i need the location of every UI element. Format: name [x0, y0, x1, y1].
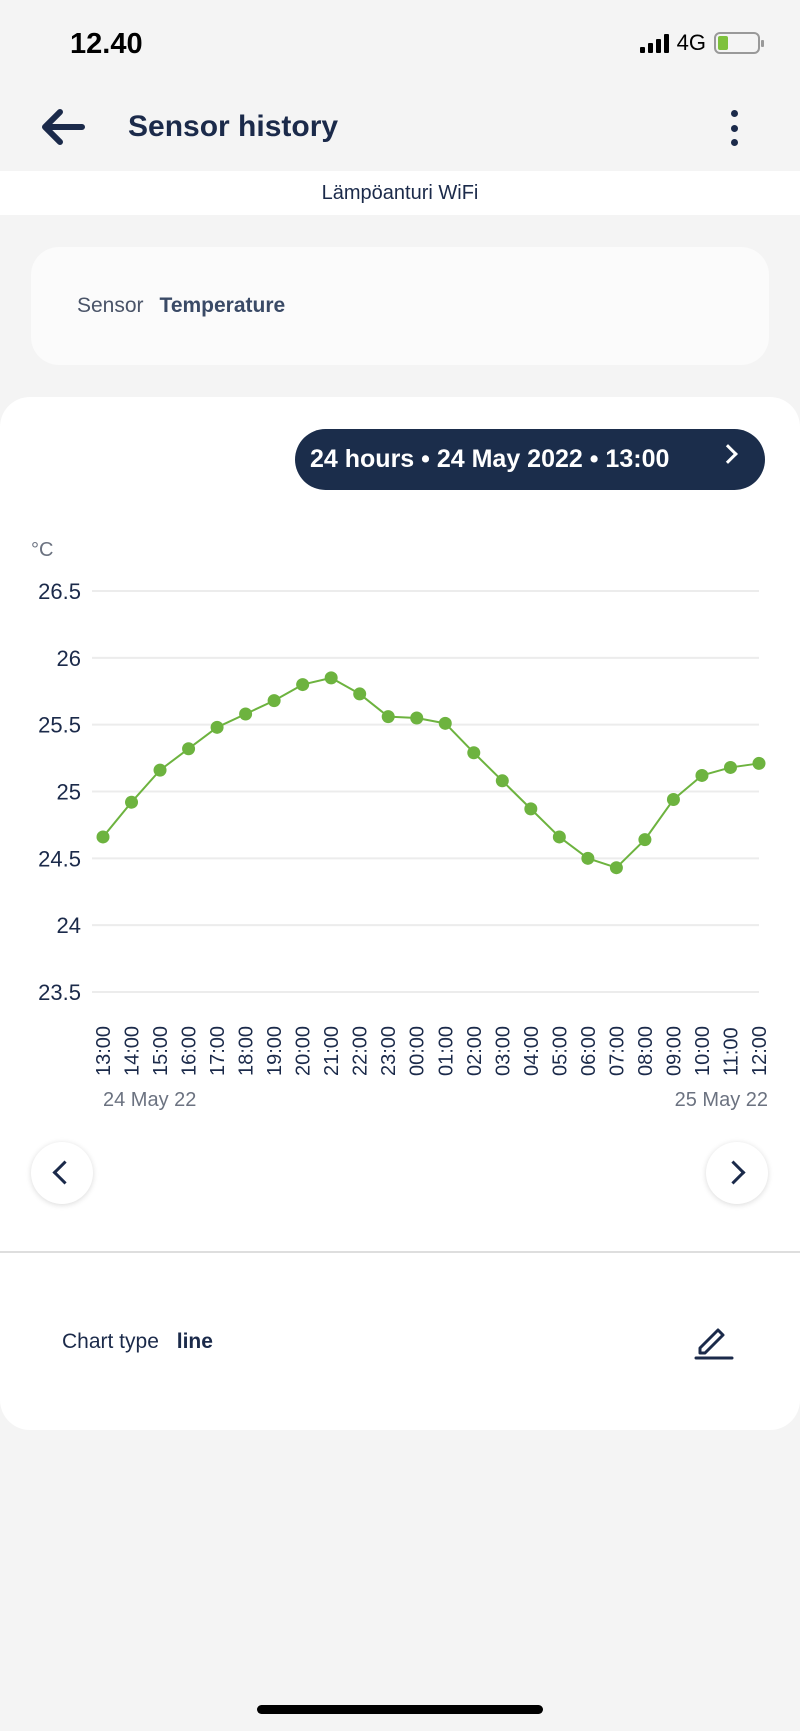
- time-range-label: 24 hours • 24 May 2022 • 13:00: [310, 445, 670, 473]
- more-vertical-icon[interactable]: [724, 110, 744, 146]
- data-point: [524, 802, 538, 816]
- arrow-left-icon[interactable]: [40, 108, 86, 146]
- x-tick-label: 11:00: [720, 1027, 742, 1076]
- signal-icon: [639, 33, 669, 53]
- data-point: [638, 833, 652, 847]
- data-point: [552, 830, 566, 844]
- page-title: Sensor history: [128, 110, 339, 143]
- x-tick-label: 18:00: [236, 1026, 258, 1076]
- x-tick-label: 04:00: [521, 1026, 543, 1076]
- data-point: [381, 710, 395, 724]
- data-point: [153, 763, 167, 777]
- chart-type-value: line: [176, 1330, 213, 1353]
- x-tick-label: 03:00: [492, 1026, 514, 1076]
- divider: [0, 1251, 800, 1253]
- chart-type-label: Chart type: [62, 1330, 159, 1353]
- previous-period-button[interactable]: [31, 1142, 93, 1204]
- x-tick-label: 22:00: [350, 1026, 372, 1076]
- data-point: [296, 678, 310, 692]
- home-indicator[interactable]: [257, 1705, 543, 1714]
- data-point: [495, 774, 509, 788]
- data-point: [752, 756, 766, 770]
- x-tick-label: 02:00: [464, 1026, 486, 1076]
- x-tick-label: 17:00: [207, 1026, 229, 1076]
- data-point: [695, 768, 709, 782]
- end-date-label: 25 May 22: [675, 1089, 768, 1111]
- data-point: [609, 861, 623, 875]
- x-tick-label: 21:00: [321, 1026, 343, 1076]
- sensor-label: Sensor: [77, 294, 144, 317]
- x-tick-label: 05:00: [549, 1026, 571, 1076]
- battery-icon: [714, 32, 764, 54]
- device-name: Lämpöanturi WiFi: [0, 171, 800, 215]
- data-point: [438, 716, 452, 730]
- x-tick-label: 16:00: [179, 1026, 201, 1076]
- series-line: [102, 676, 760, 869]
- y-tick-label: 23.5: [38, 980, 81, 1005]
- temperature-chart: °C 26.5 26 25.5 25 24.5 24 23.5 13:00 14:00 15:00 1…: [31, 539, 771, 1111]
- edit-pencil-icon[interactable]: [692, 1320, 736, 1360]
- x-tick-label: 19:00: [264, 1026, 286, 1076]
- x-tick-label: 09:00: [663, 1026, 685, 1076]
- x-tick-label: 15:00: [150, 1026, 172, 1076]
- data-point: [239, 707, 253, 721]
- y-tick-label: 25: [57, 780, 81, 805]
- x-tick-label: 14:00: [122, 1026, 144, 1076]
- x-tick-label: 10:00: [692, 1026, 714, 1076]
- sensor-selector[interactable]: Sensor Temperature: [31, 247, 769, 365]
- next-period-button[interactable]: [706, 1142, 768, 1204]
- start-date-label: 24 May 22: [103, 1089, 196, 1111]
- data-point: [723, 760, 737, 774]
- data-point: [410, 711, 424, 725]
- chart-card: [0, 397, 800, 1430]
- sensor-value: Temperature: [159, 294, 286, 317]
- chevron-right-icon: [718, 444, 738, 464]
- network-type: 4G: [676, 30, 706, 55]
- y-tick-label: 24.5: [38, 846, 81, 871]
- chevron-left-icon: [52, 1160, 77, 1185]
- status-icons: 4G: [639, 30, 764, 56]
- chevron-right-icon: [721, 1160, 746, 1185]
- status-time: 12.40: [70, 28, 143, 60]
- data-point: [581, 851, 595, 865]
- data-point: [666, 793, 680, 807]
- x-tick-label: 06:00: [578, 1026, 600, 1076]
- y-axis-unit: °C: [31, 539, 53, 561]
- x-tick-label: 07:00: [606, 1026, 628, 1076]
- y-tick-label: 26: [57, 646, 81, 671]
- y-tick-label: 25.5: [38, 713, 81, 738]
- x-tick-label: 20:00: [293, 1026, 315, 1076]
- data-point: [353, 687, 367, 701]
- x-tick-label: 12:00: [749, 1026, 771, 1076]
- y-tick-label: 26.5: [38, 579, 81, 604]
- x-tick-label: 08:00: [635, 1026, 657, 1076]
- x-tick-label: 01:00: [435, 1026, 457, 1076]
- data-point: [182, 742, 196, 756]
- y-tick-label: 24: [57, 913, 81, 938]
- data-point: [210, 720, 224, 734]
- data-point: [324, 671, 338, 685]
- data-point: [467, 746, 481, 760]
- x-tick-label: 00:00: [407, 1026, 429, 1076]
- x-tick-label: 13:00: [93, 1026, 115, 1076]
- data-point: [125, 795, 139, 809]
- time-range-button[interactable]: 24 hours • 24 May 2022 • 13:00: [295, 429, 765, 490]
- chart-type-setting: Chart type line: [62, 1330, 213, 1354]
- data-point: [267, 694, 281, 708]
- data-point: [96, 830, 110, 844]
- x-tick-label: 23:00: [378, 1026, 400, 1076]
